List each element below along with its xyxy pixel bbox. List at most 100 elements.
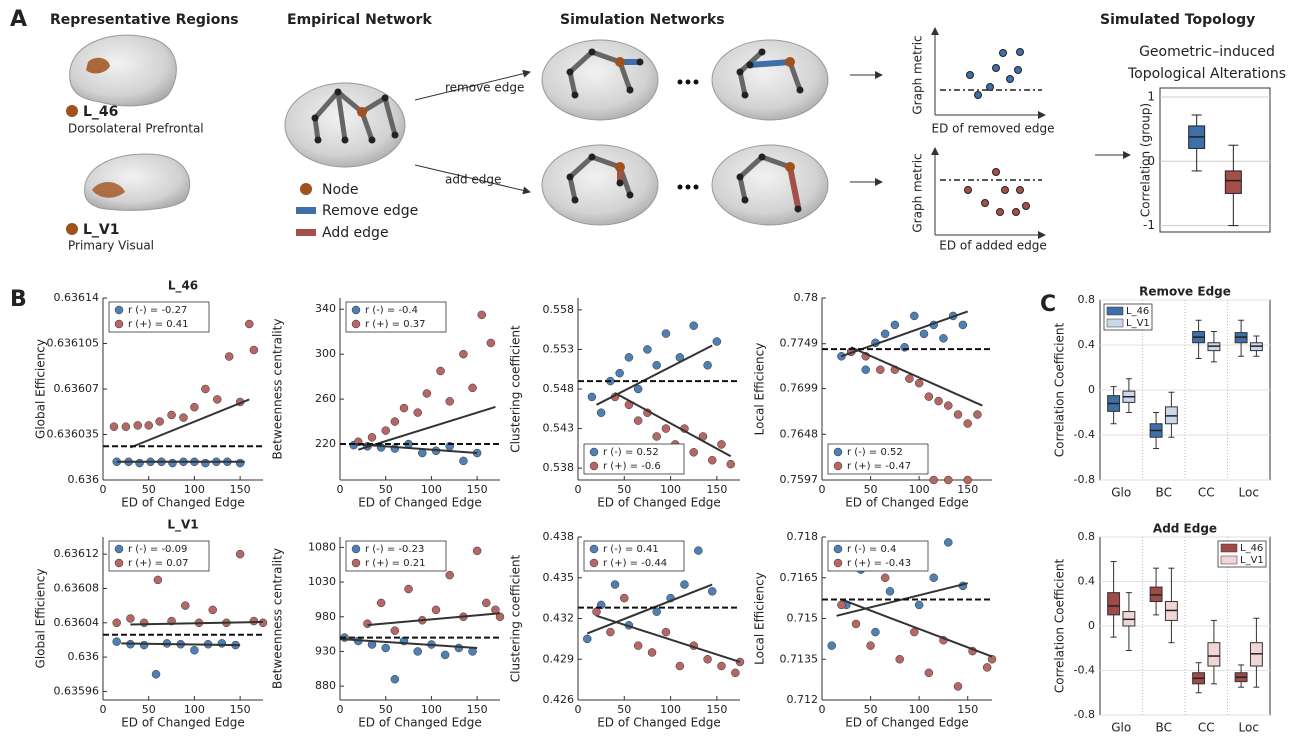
point — [455, 644, 463, 652]
box — [1225, 171, 1241, 194]
subtitle: Topological Alterations — [1127, 66, 1286, 82]
y-tick-label: 220 — [315, 437, 336, 450]
point — [676, 662, 684, 670]
legend-swatch — [1107, 319, 1123, 327]
figure: A B C Representative Regions L_46 Dorsol… — [0, 0, 1303, 750]
legend-label: L_46 — [1240, 543, 1263, 554]
point — [414, 647, 422, 655]
point — [583, 635, 591, 643]
point — [939, 334, 947, 342]
legend-swatch — [352, 320, 360, 328]
legend-swatch — [300, 183, 312, 195]
y-tick-label: 0.712 — [787, 693, 819, 706]
point — [414, 409, 422, 417]
region-name: L_V1 — [83, 222, 120, 238]
fit-line — [130, 622, 263, 625]
y-axis-label: Correlation Coefficient — [1053, 559, 1067, 694]
point — [459, 457, 467, 465]
point — [717, 440, 725, 448]
point — [179, 414, 187, 422]
y-tick-label: -0.4 — [1074, 664, 1095, 677]
point — [954, 411, 962, 419]
y-axis-label: Correlation Coefficient — [1053, 323, 1067, 458]
x-tick-label: 0 — [337, 483, 344, 496]
point — [881, 574, 889, 582]
legend-label: r (-) = 0.52 — [847, 447, 903, 458]
point — [620, 594, 628, 602]
scatter-chart: 0.75970.76480.76990.77490.78050100150ED … — [753, 291, 993, 510]
x-tick-label: 150 — [467, 483, 488, 496]
scatter-chart: 0.4260.4290.4320.4350.438050100150ED of … — [509, 530, 745, 730]
x-tick-label: 50 — [617, 483, 631, 496]
legend-label: r (-) = 0.52 — [603, 447, 659, 458]
x-tick-label: 150 — [957, 703, 978, 716]
point — [437, 367, 445, 375]
fit-line — [597, 616, 740, 662]
y-axis-label: Clustering coefficient — [509, 325, 523, 453]
x-tick-label: 50 — [142, 483, 156, 496]
y-tick-label: 980 — [315, 610, 336, 623]
point — [110, 423, 118, 431]
brain-icon — [70, 35, 177, 106]
x-tick-label: 100 — [421, 483, 442, 496]
region-dot — [66, 223, 78, 235]
point — [694, 547, 702, 555]
legend-label: r (-) = -0.09 — [128, 544, 187, 555]
chart-title: Add Edge — [1153, 522, 1217, 536]
point — [862, 366, 870, 374]
point — [837, 601, 845, 609]
point — [363, 620, 371, 628]
point — [891, 321, 899, 329]
legend-label: L_V1 — [1126, 318, 1150, 329]
point — [973, 411, 981, 419]
legend-swatch — [590, 448, 598, 456]
subtitle: Geometric–induced — [1139, 44, 1275, 60]
legend-label: r (+) = 0.07 — [128, 558, 188, 569]
x-tick-label: Glo — [1111, 486, 1131, 500]
box — [1108, 593, 1120, 615]
region-dot — [66, 105, 78, 117]
point — [218, 639, 226, 647]
mini-box-plot: -101 — [1143, 88, 1270, 232]
scatter-chart: 220260300340050100150ED of Changed EdgeB… — [271, 298, 501, 510]
y-tick-label: 0.63596 — [54, 684, 100, 697]
legend-swatch — [1221, 544, 1237, 552]
point — [113, 638, 121, 646]
y-tick-label: 0.438 — [543, 530, 575, 543]
point — [168, 411, 176, 419]
legend-swatch — [590, 559, 598, 567]
y-tick-label: 0.435 — [543, 571, 575, 584]
y-tick-label: -0.4 — [1074, 428, 1095, 441]
x-tick-label: 150 — [230, 703, 251, 716]
point — [920, 330, 928, 338]
region-desc: Primary Visual — [68, 239, 154, 253]
y-tick-label: 0 — [1088, 619, 1095, 632]
y-tick-label: 0.429 — [543, 652, 575, 665]
point — [611, 581, 619, 589]
point — [964, 476, 972, 484]
y-tick-label: 0.63608 — [54, 581, 100, 594]
box — [1208, 643, 1220, 666]
point — [122, 423, 130, 431]
y-tick-label: 300 — [315, 347, 336, 360]
y-tick-label: 1030 — [308, 575, 336, 588]
point — [391, 445, 399, 453]
point — [446, 397, 454, 405]
y-tick-label: 0.8 — [1078, 293, 1096, 306]
y-tick-label: 260 — [315, 392, 336, 405]
chart-title: Remove Edge — [1139, 285, 1231, 299]
simulation-brains — [542, 40, 828, 225]
x-axis-label: ED of Changed Edge — [845, 716, 969, 730]
point — [154, 576, 162, 584]
legend-swatch — [834, 462, 842, 470]
point — [423, 389, 431, 397]
point — [201, 459, 209, 467]
section-title: Empirical Network — [287, 12, 432, 28]
point — [634, 385, 642, 393]
point — [653, 432, 661, 440]
chart-title: L_V1 — [167, 518, 198, 533]
point — [901, 343, 909, 351]
axis-label: Correlation (group) — [1139, 103, 1153, 217]
x-tick-label: 0 — [575, 483, 582, 496]
point — [478, 311, 486, 319]
